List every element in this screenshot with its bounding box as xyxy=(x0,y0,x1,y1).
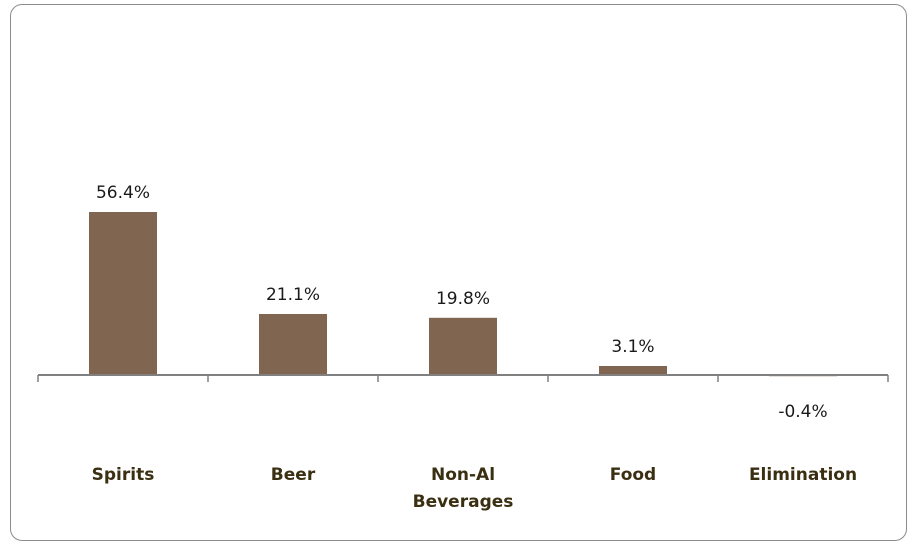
bar-non-al-beverages xyxy=(429,317,497,375)
category-label: Food xyxy=(610,465,656,485)
bar-beer xyxy=(259,314,327,375)
data-label: 19.8% xyxy=(436,289,490,309)
category-label: Non-Al Beverages xyxy=(413,465,514,512)
bar-food xyxy=(599,366,667,375)
category-label: Spirits xyxy=(92,465,155,485)
category-label: Beer xyxy=(271,465,316,485)
data-label: 56.4% xyxy=(96,183,150,203)
data-label: 21.1% xyxy=(266,285,320,305)
data-label: 3.1% xyxy=(611,337,654,357)
chart-frame xyxy=(10,4,907,541)
category-label: Elimination xyxy=(749,465,857,485)
bar-spirits xyxy=(89,212,157,375)
data-label: -0.4% xyxy=(778,402,827,422)
